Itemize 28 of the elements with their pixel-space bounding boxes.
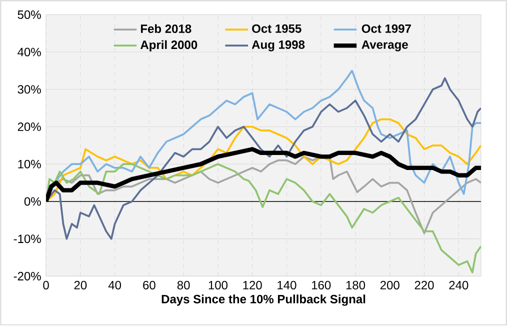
x-tick-label: 240 — [449, 281, 468, 290]
legend-label: Oct 1955 — [252, 24, 302, 34]
y-tick-label: 40% — [18, 48, 41, 57]
y-tick-label: 0% — [24, 197, 41, 206]
y-tick-label: 50% — [18, 10, 41, 20]
x-tick-label: 0 — [43, 281, 49, 290]
y-tick-label: 20% — [18, 122, 41, 132]
x-tick-label: 40 — [108, 281, 122, 290]
x-tick-label: 200 — [380, 281, 400, 290]
legend-label: April 2000 — [140, 40, 198, 52]
y-tick-label: -10% — [14, 234, 41, 244]
x-tick-label: 160 — [312, 281, 331, 290]
x-tick-label: 180 — [346, 281, 366, 290]
y-tick-label: 30% — [18, 85, 41, 94]
y-tick-label: 10% — [18, 160, 41, 169]
legend-label: Oct 1997 — [362, 24, 411, 34]
x-tick-label: 140 — [278, 281, 296, 290]
x-axis-title: Days Since the 10% Pullback Signal — [162, 294, 366, 306]
x-tick-label: 100 — [208, 281, 228, 290]
x-tick-label: 220 — [414, 281, 434, 290]
legend-label: Average — [362, 40, 408, 52]
y-tick-label: -20% — [14, 272, 41, 281]
x-tick-label: 80 — [177, 281, 190, 290]
legend-label: Feb 2018 — [141, 24, 192, 34]
x-tick-label: 120 — [243, 281, 262, 290]
legend-label: Aug 1998 — [252, 40, 305, 52]
x-tick-label: 20 — [74, 281, 87, 290]
x-tick-label: 60 — [143, 281, 156, 290]
